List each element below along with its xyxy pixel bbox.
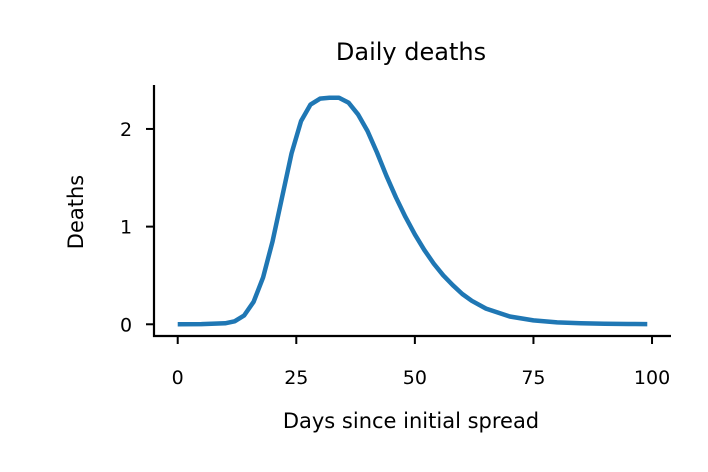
y-tick-label: 2: [120, 119, 132, 141]
x-tick-label: 0: [172, 367, 184, 389]
y-tick-label: 1: [120, 217, 132, 239]
y-tick-label: 0: [120, 314, 132, 336]
chart-title: Daily deaths: [336, 38, 486, 66]
x-axis-label: Days since initial spread: [283, 409, 539, 433]
plot-area: [177, 95, 648, 327]
ticks: 0 25 50 75 100 0 1 2: [120, 119, 670, 389]
x-tick-label: 50: [403, 367, 427, 389]
x-tick-label: 75: [521, 367, 545, 389]
series-line-0: [177, 95, 648, 327]
axes: [152, 85, 671, 338]
y-axis-label: Deaths: [64, 175, 88, 249]
x-tick-label: 25: [284, 367, 308, 389]
x-tick-label: 100: [634, 367, 670, 389]
